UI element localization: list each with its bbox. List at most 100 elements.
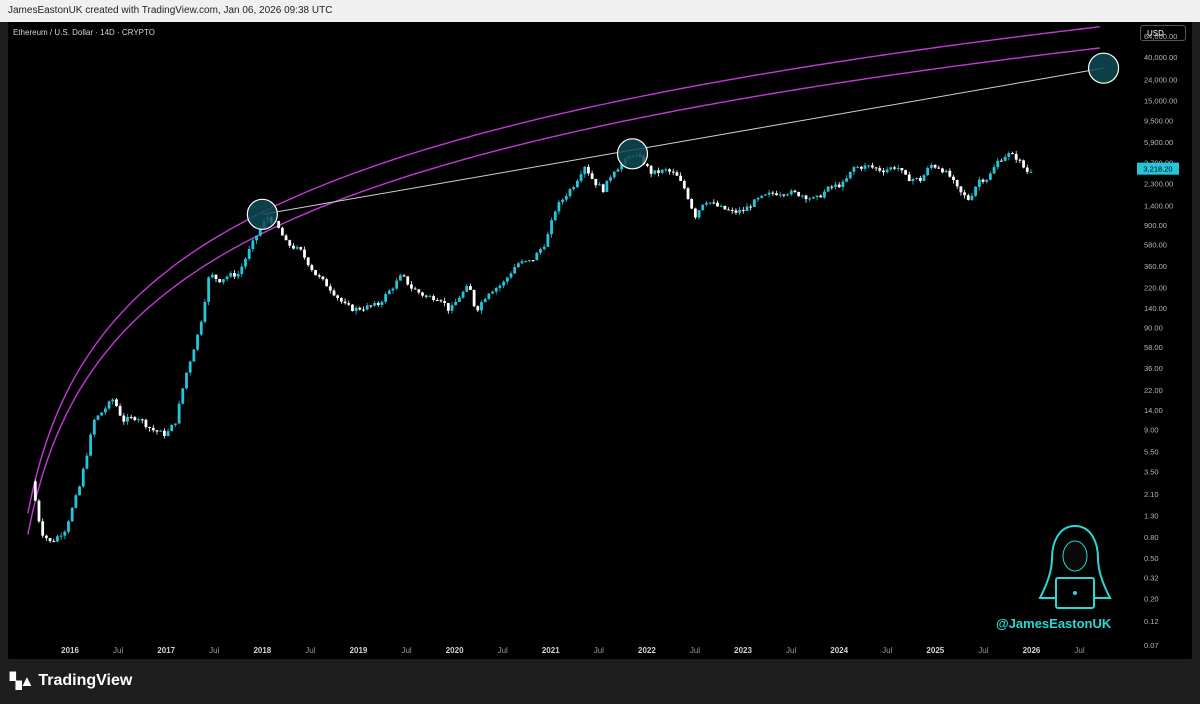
- y-tick-label: 0.32: [1144, 574, 1159, 583]
- candle-body: [465, 286, 469, 292]
- candle-body: [675, 172, 679, 176]
- candle-body: [174, 423, 177, 425]
- candle-body: [756, 197, 760, 200]
- candle-body: [118, 406, 122, 416]
- candle-body: [598, 184, 601, 186]
- candle-body: [572, 187, 576, 190]
- candle-body: [896, 168, 900, 170]
- candle-body: [988, 173, 992, 180]
- y-tick-label: 0.12: [1144, 617, 1159, 626]
- candle-body: [926, 167, 930, 176]
- candle-body: [701, 204, 705, 211]
- currency-selector[interactable]: USD: [1140, 25, 1186, 41]
- resistance-trendline: [262, 67, 1104, 215]
- candle-body: [690, 198, 694, 209]
- candle-body: [376, 302, 380, 305]
- candle-body: [81, 468, 85, 487]
- y-tick-label: 36.00: [1144, 364, 1163, 373]
- candle-body: [1007, 153, 1011, 157]
- candle-body: [568, 189, 572, 197]
- candle-body: [229, 273, 233, 277]
- candle-body: [686, 188, 690, 199]
- y-tick-label: 2,300.00: [1144, 180, 1173, 189]
- candle-body: [395, 280, 399, 289]
- candle-body: [491, 291, 494, 294]
- chart-credit: JamesEastonUK created with TradingView.c…: [0, 0, 1200, 22]
- candle-body: [915, 178, 919, 180]
- candle-body: [37, 500, 41, 522]
- candle-body: [354, 307, 358, 312]
- candle-body: [362, 309, 365, 311]
- candle-body: [107, 401, 111, 409]
- x-tick-label: 2024: [830, 646, 848, 655]
- y-tick-label: 90.00: [1144, 323, 1163, 332]
- candle-body: [303, 249, 306, 258]
- chart-frame: [8, 22, 1192, 659]
- candle-body: [823, 191, 826, 198]
- candle-body: [373, 302, 376, 306]
- candle-body: [542, 246, 546, 250]
- candle-body: [941, 168, 944, 173]
- candle-body: [59, 535, 63, 537]
- candle-body: [461, 291, 465, 298]
- candle-body: [328, 286, 332, 291]
- candle-body: [697, 210, 701, 218]
- candle-body: [539, 249, 542, 253]
- candle-body: [531, 260, 535, 262]
- y-tick-label: 9.00: [1144, 426, 1159, 435]
- candle-body: [380, 301, 384, 305]
- symbol-title[interactable]: Ethereum / U.S. Dollar · 14D · CRYPTO: [13, 28, 155, 37]
- y-tick-label: 1,400.00: [1144, 202, 1173, 211]
- candle-body: [166, 431, 170, 436]
- y-tick-label: 40,000.00: [1144, 53, 1177, 62]
- candle-body: [314, 270, 317, 276]
- candle-body: [583, 166, 587, 175]
- candle-body: [882, 170, 885, 173]
- candle-body: [78, 486, 81, 496]
- candle-body: [67, 521, 70, 532]
- x-tick-label: Jul: [882, 646, 892, 655]
- candle-body: [528, 260, 531, 262]
- candle-body: [741, 209, 745, 211]
- candle-body: [292, 245, 295, 249]
- tradingview-logo[interactable]: ▚▲ TradingView: [10, 672, 132, 690]
- candle-body: [727, 209, 730, 211]
- candle-body: [85, 455, 89, 469]
- candle-body: [970, 195, 974, 200]
- candle-body: [133, 417, 137, 421]
- candle-body: [177, 403, 181, 424]
- y-tick-label: 360.00: [1144, 262, 1167, 271]
- candle-body: [1011, 153, 1014, 155]
- highlight-circle: [616, 138, 649, 170]
- tradingview-mark-icon: ▚▲: [10, 673, 34, 690]
- candle-body: [185, 372, 188, 389]
- candle-body: [1014, 153, 1018, 160]
- candle-body: [646, 164, 649, 166]
- y-tick-label: 0.20: [1144, 594, 1159, 603]
- candle-body: [233, 273, 236, 277]
- y-tick-label: 580.00: [1144, 241, 1167, 250]
- candle-body: [778, 194, 782, 196]
- x-tick-label: 2022: [638, 646, 656, 655]
- candle-body: [808, 198, 812, 200]
- candle-body: [188, 361, 192, 373]
- candle-body: [959, 186, 963, 193]
- candle-body: [214, 274, 218, 280]
- candle-body: [900, 168, 904, 171]
- candle-body: [996, 160, 1000, 168]
- candle-body: [992, 167, 996, 174]
- candle-body: [115, 399, 118, 407]
- candle-body: [498, 285, 502, 288]
- candle-body: [705, 202, 708, 205]
- candle-body: [752, 199, 756, 208]
- candle-body: [332, 290, 336, 296]
- candle-body: [432, 296, 435, 301]
- y-tick-label: 2.10: [1144, 490, 1159, 499]
- candle-body: [535, 252, 539, 261]
- candle-body: [365, 305, 369, 310]
- candle-body: [745, 206, 749, 211]
- candle-body: [845, 178, 848, 182]
- candle-body: [251, 240, 255, 250]
- candle-body: [155, 430, 159, 432]
